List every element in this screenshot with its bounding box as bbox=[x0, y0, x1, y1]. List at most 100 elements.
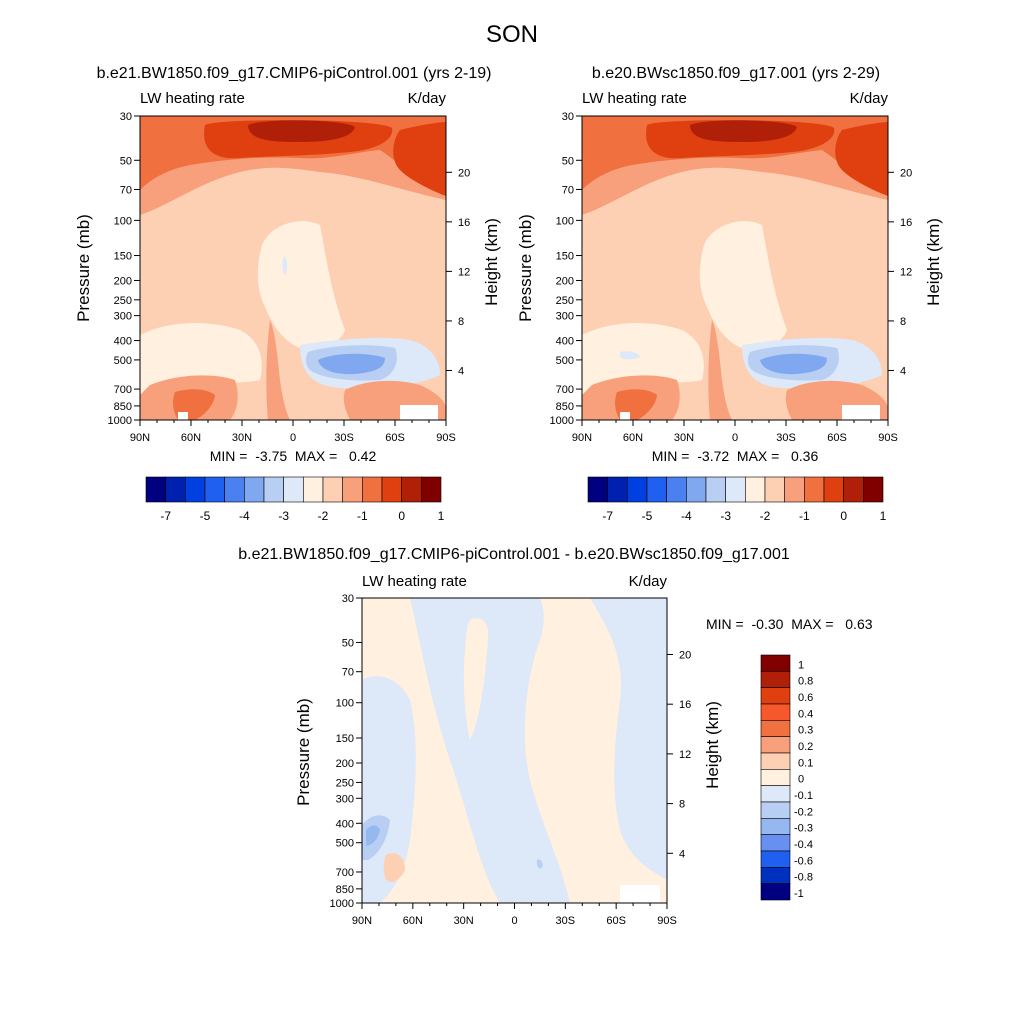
panel-3-band-tropical-positive bbox=[463, 618, 489, 740]
panel-2-band-tropical-min bbox=[699, 221, 787, 349]
panel-2-pressure-tick-label: 150 bbox=[556, 251, 574, 263]
panel-1-pressure-tick-label: 70 bbox=[120, 184, 132, 196]
panel-2-colorbar-box bbox=[666, 476, 687, 503]
panel-3-height-tick-label: 4 bbox=[679, 848, 685, 860]
panel-2-colorbar-box bbox=[804, 476, 825, 503]
panel-1-pressure-axis-title: Pressure (mb) bbox=[74, 214, 93, 322]
panel-3-latitude-tick-label: 0 bbox=[511, 915, 517, 927]
panel-3-colorbar-box bbox=[760, 720, 791, 737]
panel-3-colorbar-label: 1 bbox=[798, 659, 804, 671]
panel-1-height-tick-label: 20 bbox=[458, 167, 470, 179]
panel-3-colorbar-label: 0.1 bbox=[798, 757, 813, 769]
panel-2-colorbar-box bbox=[764, 476, 785, 503]
panel-2-missing-antarctic bbox=[842, 405, 880, 420]
panel-2-colorbar-box bbox=[823, 476, 844, 503]
panel-3-latitude-axis: 90N 60N 30N 0 30S 60S 90S bbox=[352, 903, 677, 927]
panel-1-latitude-tick-label: 90S bbox=[436, 432, 456, 444]
panel-3-latitude-tick-label: 30N bbox=[454, 915, 474, 927]
panel-2: b.e20.BWsc1850.f09_g17.001 (yrs 2-29) LW… bbox=[516, 65, 943, 523]
panel-1-colorbar-box bbox=[165, 476, 186, 503]
panel-2-latitude-axis: 90N 60N 30N 0 30S 60S 90S bbox=[572, 420, 898, 444]
panel-3-missing-antarctic bbox=[620, 885, 660, 903]
panel-3-colorbar-box bbox=[760, 883, 791, 901]
panel-2-colorbar-box bbox=[587, 476, 608, 503]
panel-2-band-sh-lower-3 bbox=[760, 353, 827, 375]
panel-1-latitude-axis: 90N 60N 30N 0 30S 60S 90S bbox=[130, 420, 456, 444]
panel-3-colorbar-box bbox=[760, 818, 791, 835]
panel-1-colorbar-label: -7 bbox=[160, 509, 171, 523]
panel-2-latitude-tick-label: 90N bbox=[572, 432, 592, 444]
panel-2-colorbar-box bbox=[725, 476, 746, 503]
panel-2-colorbar-label: -5 bbox=[642, 509, 653, 523]
panel-3-band-nh-lower-blue-2 bbox=[366, 825, 380, 846]
panel-1-pressure-axis: 30 50 70 100 150 200 250 300 400 500 700 850 1000 bbox=[108, 111, 140, 427]
panel-3-latitude-tick-label: 60S bbox=[606, 915, 626, 927]
panel-2-colorbar-label: 0 bbox=[840, 509, 847, 523]
panel-1-band-tropical-min bbox=[257, 221, 345, 349]
panel-1: b.e21.BW1850.f09_g17.CMIP6-piControl.001… bbox=[74, 65, 501, 523]
panel-2-pressure-tick-label: 70 bbox=[562, 184, 574, 196]
panel-3-pressure-tick-label: 30 bbox=[342, 593, 354, 605]
panel-1-colorbar-box bbox=[381, 476, 402, 503]
panel-1-pressure-tick-label: 400 bbox=[114, 336, 132, 348]
panel-3-colorbar-label: -0.2 bbox=[794, 806, 813, 818]
panel-2-colorbar-box bbox=[863, 476, 884, 503]
panel-3: b.e21.BW1850.f09_g17.CMIP6-piControl.001… bbox=[238, 546, 872, 927]
panel-3-colorbar-label: -0.1 bbox=[794, 790, 813, 802]
panel-2-title: b.e20.BWsc1850.f09_g17.001 (yrs 2-29) bbox=[592, 65, 880, 82]
panel-3-variable-label: LW heating rate bbox=[362, 573, 467, 590]
panel-3-units-label: K/day bbox=[629, 573, 668, 590]
panel-2-colorbar-box bbox=[686, 476, 707, 503]
panel-2-min-max: MIN = -3.72 MAX = 0.36 bbox=[652, 448, 819, 464]
panel-2-latitude-tick-label: 30N bbox=[674, 432, 694, 444]
panel-1-missing-antarctic bbox=[400, 405, 438, 420]
panel-1-band-nh-lower bbox=[140, 323, 262, 395]
panel-3-colorbar-box bbox=[760, 834, 791, 852]
panel-3-contour-field bbox=[362, 598, 667, 903]
panel-3-height-tick-label: 16 bbox=[679, 699, 691, 711]
panel-1-contour-field bbox=[140, 116, 446, 420]
panel-3-colorbar-label: -0.8 bbox=[794, 872, 813, 884]
panel-2-height-axis-title: Height (km) bbox=[924, 218, 943, 306]
panel-3-colorbar-label: -1 bbox=[794, 888, 804, 900]
panel-2-pressure-tick-label: 200 bbox=[556, 275, 574, 287]
panel-1-colorbar-box bbox=[145, 476, 166, 503]
panel-2-pressure-axis-title: Pressure (mb) bbox=[516, 214, 535, 322]
panel-2-height-tick-label: 12 bbox=[900, 266, 912, 278]
panel-1-pressure-tick-label: 50 bbox=[120, 155, 132, 167]
panel-2-colorbar-box bbox=[745, 476, 766, 503]
panel-1-colorbar-box bbox=[362, 476, 383, 503]
panel-3-pressure-tick-label: 150 bbox=[336, 733, 354, 745]
panel-2-pressure-tick-label: 50 bbox=[562, 155, 574, 167]
panel-2-colorbar: -7 -5 -4 -3 -2 -1 0 1 bbox=[587, 476, 887, 523]
panel-1-colorbar-box bbox=[303, 476, 324, 503]
panel-3-pressure-tick-label: 100 bbox=[336, 698, 354, 710]
panel-3-pressure-tick-label: 250 bbox=[336, 777, 354, 789]
panel-1-latitude-tick-label: 30S bbox=[334, 432, 354, 444]
panel-1-pressure-tick-label: 250 bbox=[114, 295, 132, 307]
panel-1-colorbar-box bbox=[185, 476, 206, 503]
panel-2-contour-field bbox=[582, 116, 888, 420]
panel-3-band-sh-negative bbox=[590, 598, 667, 880]
panel-2-pressure-tick-label: 250 bbox=[556, 295, 574, 307]
panel-3-colorbar-label: 0.2 bbox=[798, 741, 813, 753]
panel-1-colorbar-label: -4 bbox=[239, 509, 250, 523]
panel-2-pressure-tick-label: 100 bbox=[556, 215, 574, 227]
panel-2-pressure-tick-label: 700 bbox=[556, 384, 574, 396]
panel-2-latitude-tick-label: 60S bbox=[827, 432, 847, 444]
panel-2-pressure-axis: 30 50 70 100 150 200 250 300 400 500 700 850 1000 bbox=[550, 111, 582, 427]
panel-1-colorbar-box bbox=[421, 476, 442, 503]
panel-1-pressure-tick-label: 150 bbox=[114, 251, 132, 263]
panel-3-colorbar-label: 0.4 bbox=[798, 708, 813, 720]
panel-3-pressure-axis-title: Pressure (mb) bbox=[294, 698, 313, 806]
panel-3-colorbar-box bbox=[760, 850, 791, 868]
panel-2-pressure-tick-label: 500 bbox=[556, 355, 574, 367]
panel-1-colorbar-box bbox=[322, 476, 343, 503]
panel-2-colorbar-box bbox=[843, 476, 864, 503]
panel-2-colorbar-box bbox=[646, 476, 667, 503]
panel-3-colorbar-label: 0.3 bbox=[798, 725, 813, 737]
panel-2-pressure-tick-label: 400 bbox=[556, 336, 574, 348]
panel-2-colorbar-label: -2 bbox=[760, 509, 771, 523]
panel-3-height-axis: 4 8 12 16 20 bbox=[667, 649, 691, 860]
panel-1-pressure-tick-label: 700 bbox=[114, 384, 132, 396]
